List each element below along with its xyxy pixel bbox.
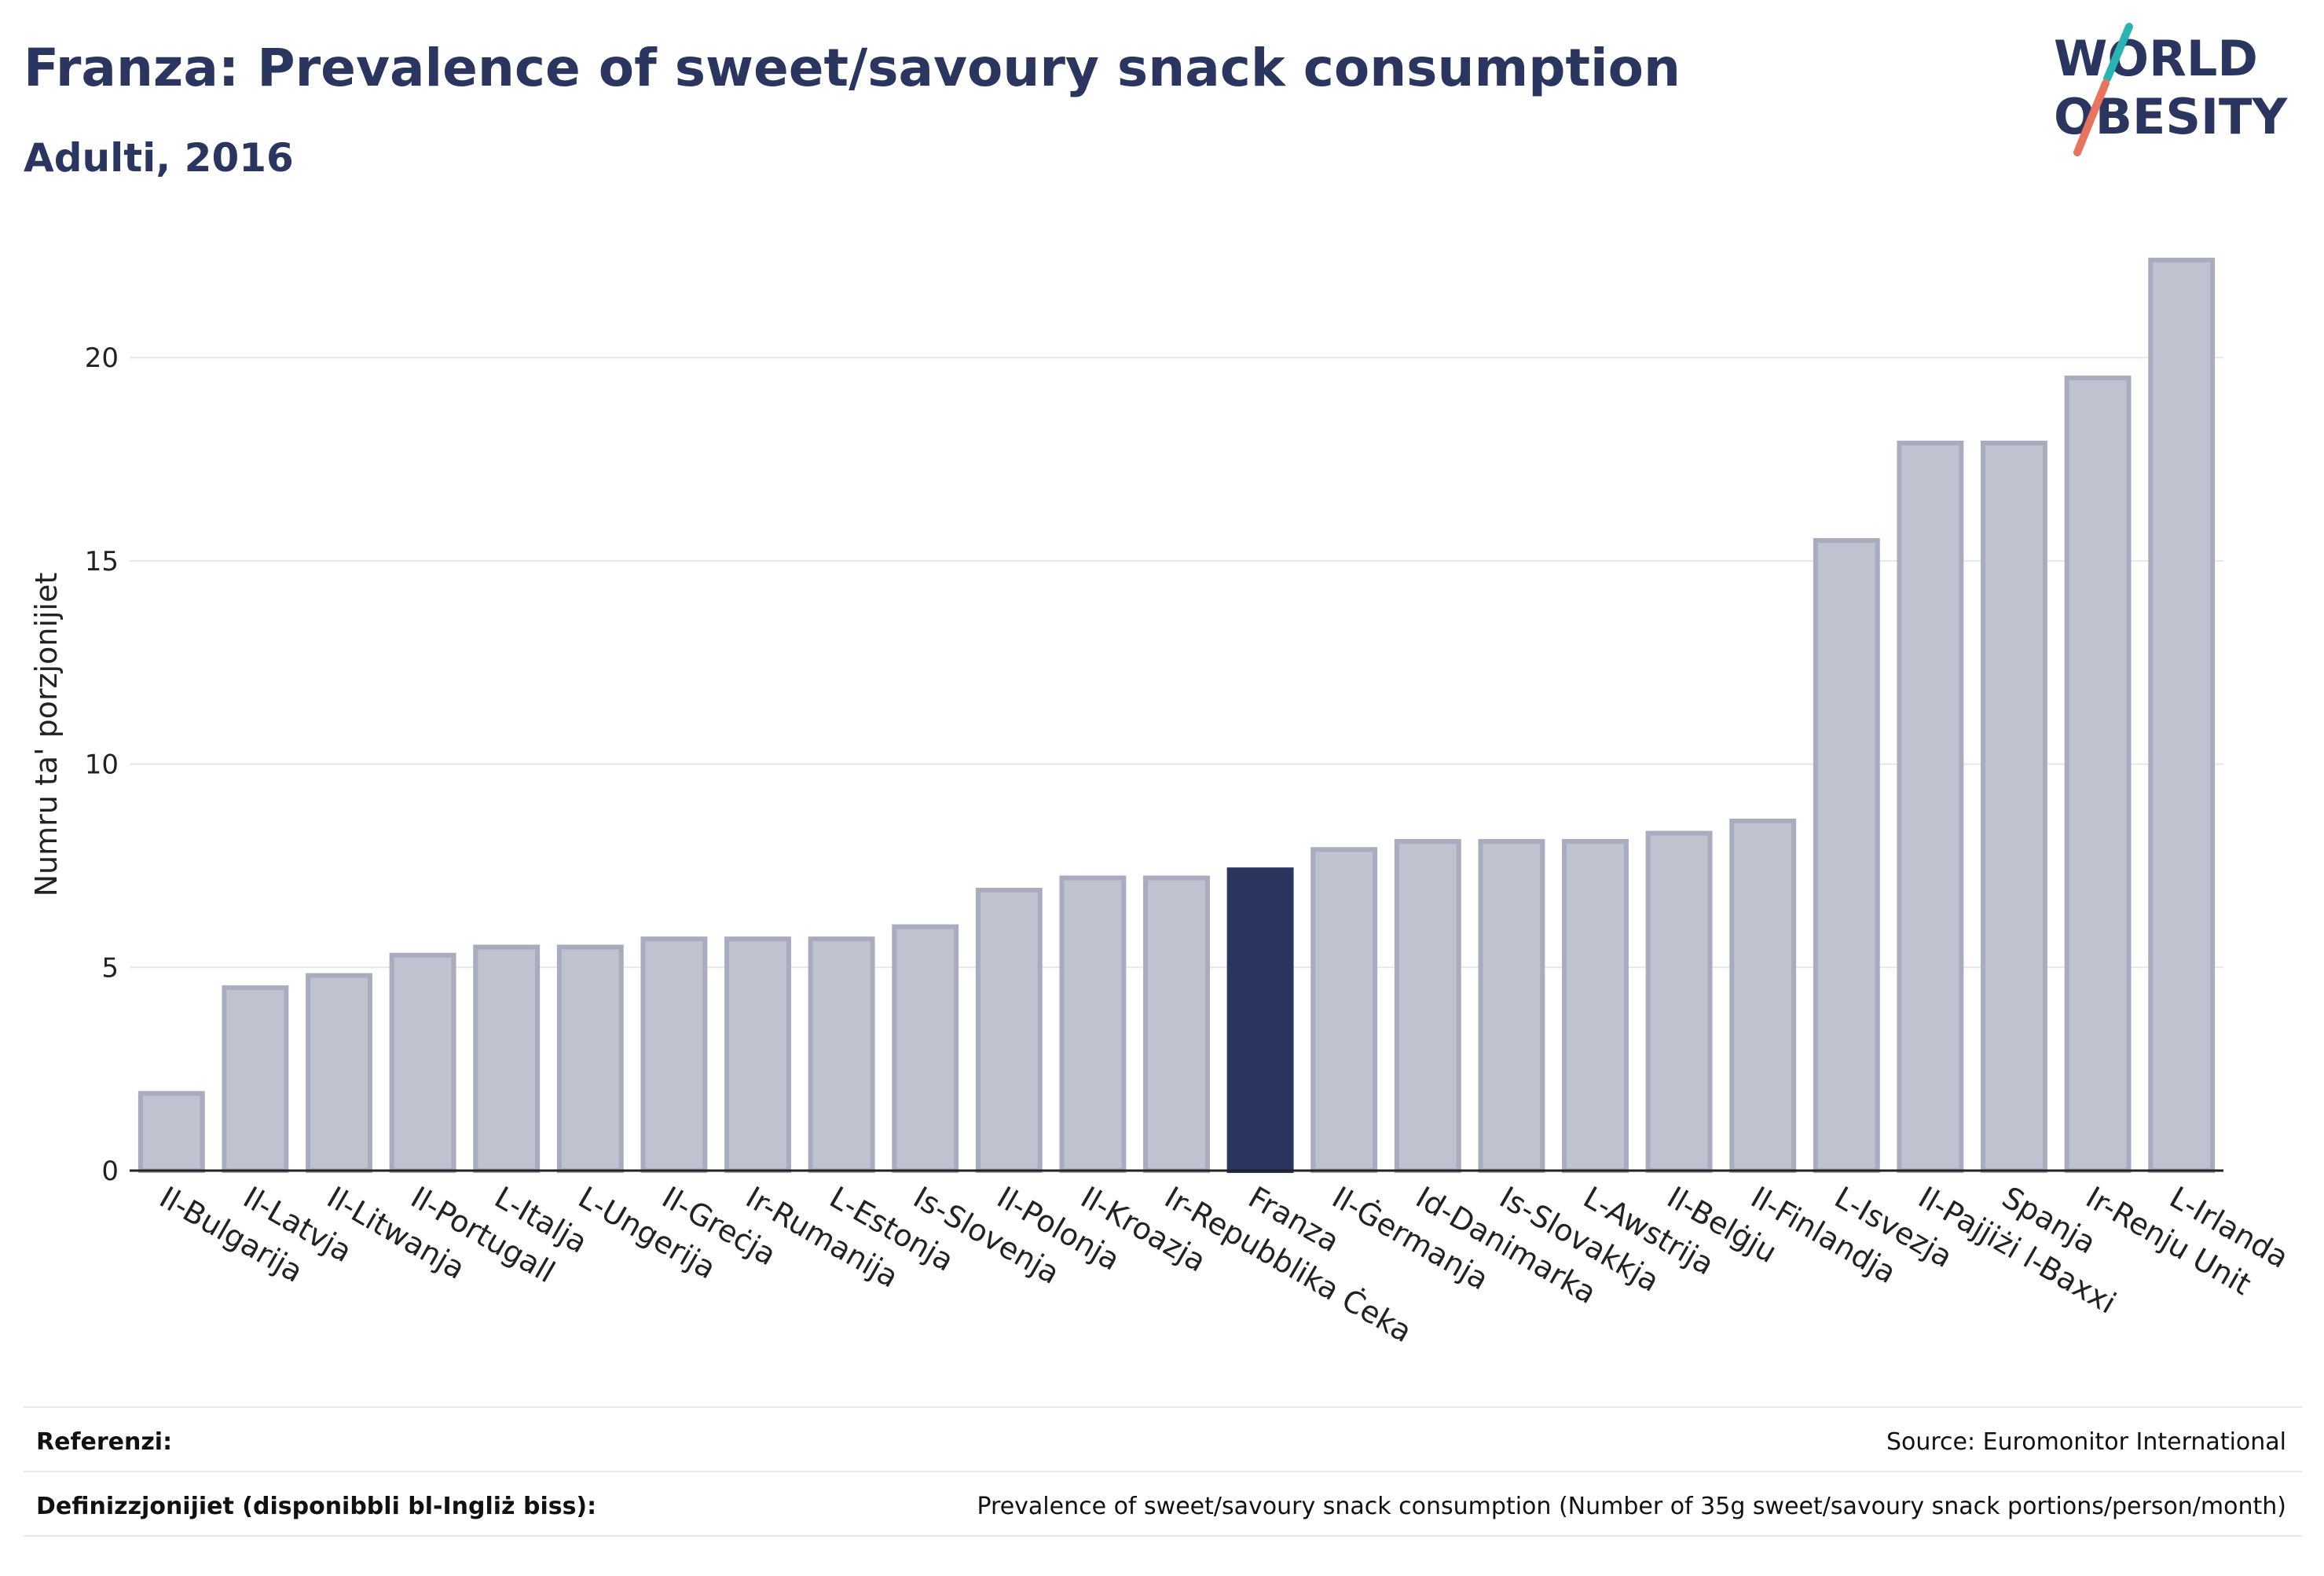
logo-slash-top <box>2103 23 2133 82</box>
bar-4 <box>473 944 541 1173</box>
bar-24 <box>2148 258 2216 1174</box>
chart-subtitle: Adulti, 2016 <box>24 135 294 181</box>
bar-chart: 0 5 10 15 20 Numru ta' porzjonijiet Il-Bulgari… <box>0 189 2324 1398</box>
bar-10 <box>975 888 1043 1173</box>
y-tick-label: 10 <box>85 750 119 781</box>
references-value: Source: Euromonitor International <box>1886 1428 2286 1456</box>
references-label: Referenzi: <box>36 1428 173 1456</box>
definitions-value: Prevalence of sweet/savoury snack consum… <box>977 1493 2286 1520</box>
bar-16 <box>1478 838 1545 1173</box>
bar-15 <box>1394 838 1461 1173</box>
y-tick-label: 15 <box>85 546 119 577</box>
bar-17 <box>1562 838 1629 1173</box>
definitions-label: Definizzjonijiet (disponibbli bl-Ingliż … <box>36 1493 597 1520</box>
bar-14 <box>1310 847 1378 1173</box>
bar-13 <box>1226 867 1294 1173</box>
y-axis-label: Numru ta' porzjonijiet <box>29 573 64 897</box>
bar-21 <box>1897 440 1964 1173</box>
y-tick-label: 5 <box>101 952 119 984</box>
bar-2 <box>306 973 372 1173</box>
chart-title: Franza: Prevalence of sweet/savoury snac… <box>24 38 1681 98</box>
bar-23 <box>2064 376 2132 1173</box>
logo-slash-bottom <box>2073 79 2110 156</box>
y-tick-label: 20 <box>85 343 119 374</box>
footer-divider-top <box>24 1406 2302 1408</box>
y-tick-label: 0 <box>101 1156 119 1187</box>
bar-8 <box>808 936 875 1174</box>
footer-divider-middle <box>24 1471 2302 1472</box>
world-obesity-logo[interactable]: WORLD OBESITY <box>2043 23 2310 165</box>
footer-divider-bottom <box>24 1535 2302 1537</box>
bar-20 <box>1813 538 1880 1174</box>
bar-18 <box>1645 830 1713 1174</box>
bar-5 <box>556 944 624 1173</box>
bar-1 <box>222 985 289 1173</box>
bar-22 <box>1981 440 2047 1173</box>
bar-6 <box>640 936 708 1174</box>
bar-11 <box>1059 875 1127 1173</box>
bar-9 <box>892 924 959 1174</box>
bar-12 <box>1143 875 1210 1173</box>
logo-line1: WORLD <box>2054 30 2258 87</box>
bar-0 <box>137 1090 205 1174</box>
bar-19 <box>1729 819 1797 1173</box>
bar-7 <box>724 936 791 1174</box>
bar-3 <box>389 952 456 1173</box>
